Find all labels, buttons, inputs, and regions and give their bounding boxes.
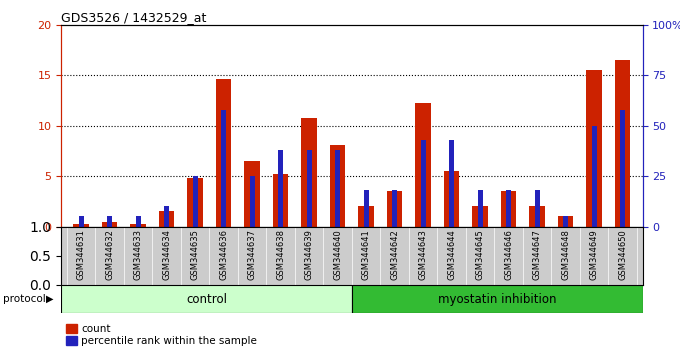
- Bar: [102, 222, 118, 227]
- Bar: [421, 140, 426, 227]
- Bar: [131, 223, 146, 227]
- Bar: [506, 190, 511, 227]
- Text: control: control: [186, 293, 227, 306]
- Bar: [135, 216, 141, 227]
- Text: GSM344637: GSM344637: [248, 229, 256, 280]
- Text: GSM344650: GSM344650: [618, 229, 627, 280]
- Bar: [61, 285, 352, 313]
- Text: GSM344639: GSM344639: [305, 229, 313, 280]
- Bar: [352, 285, 643, 313]
- Bar: [558, 216, 573, 227]
- Text: GSM344640: GSM344640: [333, 229, 342, 280]
- Bar: [563, 216, 568, 227]
- Text: GSM344645: GSM344645: [475, 229, 485, 280]
- Bar: [364, 190, 369, 227]
- Text: GSM344642: GSM344642: [390, 229, 399, 280]
- Bar: [330, 145, 345, 227]
- Text: GSM344633: GSM344633: [134, 229, 143, 280]
- Text: GSM344644: GSM344644: [447, 229, 456, 280]
- Bar: [187, 178, 203, 227]
- Bar: [534, 190, 540, 227]
- Text: GSM344632: GSM344632: [105, 229, 114, 280]
- Bar: [500, 191, 517, 227]
- Bar: [192, 176, 198, 227]
- Bar: [273, 174, 288, 227]
- Text: GSM344646: GSM344646: [504, 229, 513, 280]
- Text: GSM344643: GSM344643: [419, 229, 428, 280]
- Bar: [335, 150, 340, 227]
- Text: myostatin inhibition: myostatin inhibition: [438, 293, 556, 306]
- Bar: [79, 216, 84, 227]
- Bar: [159, 211, 175, 227]
- Bar: [477, 190, 483, 227]
- Text: GDS3526 / 1432529_at: GDS3526 / 1432529_at: [61, 11, 207, 24]
- Bar: [415, 103, 431, 227]
- Bar: [250, 176, 255, 227]
- Bar: [449, 140, 454, 227]
- Bar: [358, 206, 374, 227]
- Bar: [244, 161, 260, 227]
- Text: GSM344635: GSM344635: [190, 229, 200, 280]
- Bar: [73, 223, 89, 227]
- Bar: [387, 191, 403, 227]
- Bar: [392, 190, 397, 227]
- Text: ▶: ▶: [46, 294, 54, 304]
- Text: GSM344636: GSM344636: [219, 229, 228, 280]
- Bar: [216, 79, 231, 227]
- Bar: [592, 126, 597, 227]
- Text: GSM344638: GSM344638: [276, 229, 285, 280]
- Bar: [529, 206, 545, 227]
- Text: protocol: protocol: [3, 294, 46, 304]
- Legend: count, percentile rank within the sample: count, percentile rank within the sample: [67, 324, 257, 346]
- Text: GSM344647: GSM344647: [532, 229, 542, 280]
- Bar: [615, 60, 630, 227]
- Text: GSM344631: GSM344631: [77, 229, 86, 280]
- Bar: [620, 109, 625, 227]
- Text: GSM344641: GSM344641: [362, 229, 371, 280]
- Bar: [307, 150, 311, 227]
- Bar: [473, 206, 488, 227]
- Text: GSM344648: GSM344648: [561, 229, 570, 280]
- Bar: [586, 70, 602, 227]
- Text: GSM344634: GSM344634: [162, 229, 171, 280]
- Bar: [301, 118, 317, 227]
- Bar: [278, 150, 283, 227]
- Text: GSM344649: GSM344649: [590, 229, 598, 280]
- Bar: [444, 171, 460, 227]
- Bar: [107, 216, 112, 227]
- Bar: [221, 109, 226, 227]
- Bar: [164, 206, 169, 227]
